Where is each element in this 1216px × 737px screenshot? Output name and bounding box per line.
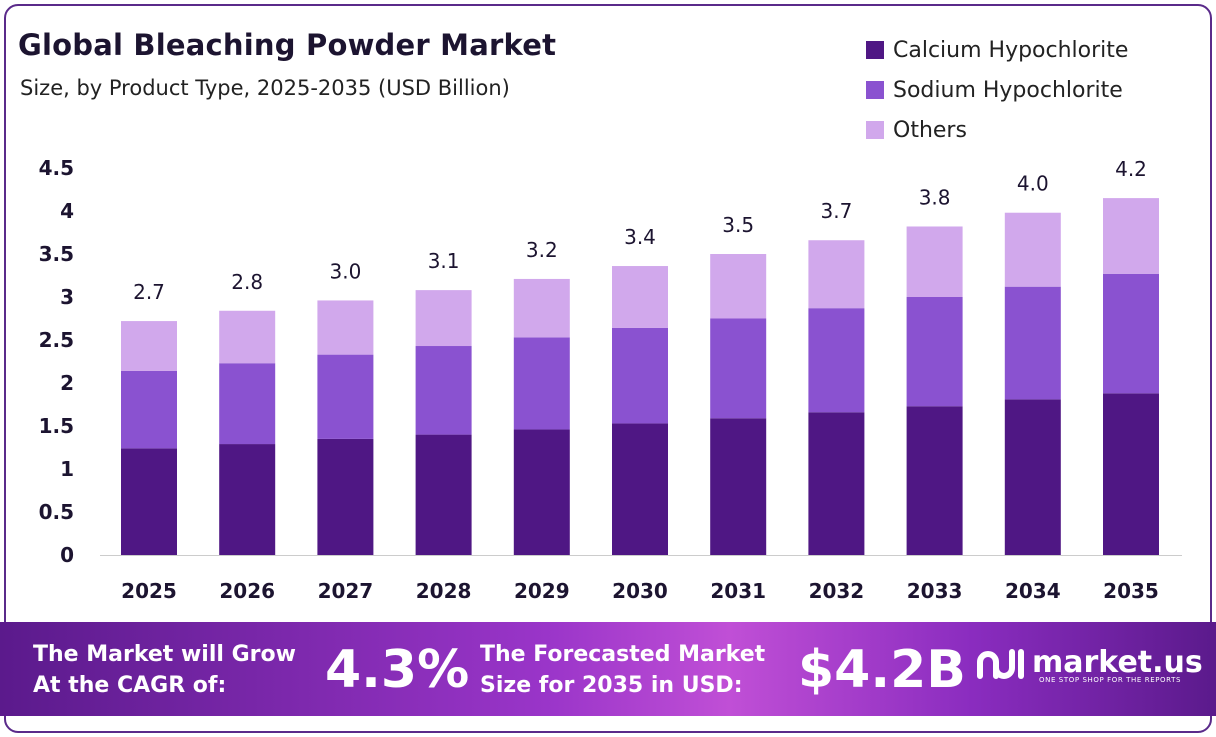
market-us-logo-icon [977,649,1024,679]
bar-segment-sodium-2025 [121,370,177,449]
legend-swatch-calcium [866,41,884,59]
bar-total-label: 2.8 [231,270,263,294]
x-tick-label: 2030 [612,579,668,603]
x-tick-label: 2034 [1005,579,1061,603]
y-tick-label: 2 [60,371,74,395]
forecast-label: The Forecasted Market Size for 2035 in U… [480,639,765,701]
bar-segment-sodium-2034 [1004,286,1061,400]
y-tick-label: 4 [60,199,74,223]
bar-segment-sodium-2033 [906,297,963,407]
cagr-label: The Market will Grow At the CAGR of: [33,639,296,701]
bar-total-label: 3.7 [820,199,852,223]
y-tick-label: 1 [60,457,74,481]
bar-segment-others-2026 [219,310,276,364]
bar-segment-others-2027 [317,300,374,355]
x-tick-label: 2031 [710,579,766,603]
y-tick-label: 4.5 [39,156,74,180]
bar-segment-calcium-2035 [1103,393,1159,555]
forecast-label-line2: Size for 2035 in USD: [480,673,743,698]
bar-segment-others-2030 [612,266,668,328]
y-tick-label: 1.5 [39,414,74,438]
bar-segment-calcium-2032 [808,412,865,555]
bar-segment-others-2028 [415,290,472,347]
legend-label-sodium: Sodium Hypochlorite [893,77,1123,103]
bar-segment-calcium-2030 [612,423,668,555]
legend-item-calcium: Calcium Hypochlorite [866,30,1128,70]
bar-segment-others-2033 [906,226,963,297]
y-tick-label: 0.5 [39,500,74,524]
x-tick-label: 2029 [514,579,570,603]
bar-total-label: 3.2 [526,238,558,262]
bar-segment-calcium-2027 [317,438,374,555]
bar-segment-sodium-2029 [513,337,570,430]
cagr-value: 4.3% [325,640,470,700]
legend: Calcium Hypochlorite Sodium Hypochlorite… [866,30,1128,150]
y-tick-label: 0 [60,543,74,567]
bar-total-label: 3.0 [329,259,361,283]
x-tick-label: 2028 [416,579,472,603]
bar-total-label: 2.7 [133,280,165,304]
legend-swatch-others [866,121,884,139]
y-tick-label: 2.5 [39,328,74,352]
y-tick-label: 3 [60,285,74,309]
bar-segment-sodium-2032 [808,308,865,413]
bar-segment-calcium-2029 [513,429,570,555]
legend-swatch-sodium [866,81,884,99]
bar-chart: 0 0.5 1 1.5 2 2.5 3 3.5 4 4.5 2.7 2025 2.8 2026 3.0 202… [39,156,1182,603]
legend-label-calcium: Calcium Hypochlorite [893,37,1129,63]
bar-segment-calcium-2031 [710,418,767,555]
bar-segment-others-2029 [513,278,570,338]
bar-segment-others-2031 [710,254,767,319]
bar-segment-calcium-2033 [906,406,963,555]
x-tick-label: 2025 [121,579,177,603]
bar-segment-others-2032 [808,240,865,309]
bar-segment-sodium-2026 [219,363,276,445]
bar-total-label: 3.4 [624,225,656,249]
bar-segment-sodium-2035 [1103,273,1159,394]
bar-segment-calcium-2026 [219,444,276,555]
market-us-logo: market.us [974,642,1203,684]
legend-item-others: Others [866,110,1128,150]
forecast-label-line1: The Forecasted Market [480,642,766,667]
chart-title: Global Bleaching Powder Market [18,28,557,62]
x-tick-label: 2032 [809,579,865,603]
x-tick-label: 2026 [219,579,275,603]
x-tick-label: 2033 [907,579,963,603]
bar-segment-calcium-2034 [1004,399,1061,555]
chart-subtitle: Size, by Product Type, 2025-2035 (USD Bi… [20,76,510,100]
logo-name: market.us [1032,645,1203,680]
bar-segment-sodium-2027 [317,354,374,439]
bar-segment-calcium-2028 [415,434,472,555]
bar-total-label: 3.5 [722,213,754,237]
forecast-value: $4.2B [798,640,966,700]
bar-segment-sodium-2030 [612,327,668,424]
cagr-label-line2: At the CAGR of: [33,673,227,698]
bar-segment-sodium-2031 [710,318,767,419]
legend-item-sodium: Sodium Hypochlorite [866,70,1128,110]
bar-segment-others-2035 [1103,198,1159,274]
bar-total-label: 3.1 [428,249,460,273]
bar-segment-others-2034 [1004,212,1061,287]
legend-label-others: Others [893,117,967,143]
x-tick-label: 2035 [1103,579,1159,603]
bar-total-label: 3.8 [919,185,951,209]
bar-total-label: 4.0 [1017,172,1049,196]
bar-segment-calcium-2025 [121,448,177,555]
y-tick-label: 3.5 [39,242,74,266]
bar-total-label: 4.2 [1115,157,1147,181]
bar-segment-sodium-2028 [415,346,472,435]
cagr-label-line1: The Market will Grow [33,642,296,667]
logo-tagline: ONE STOP SHOP FOR THE REPORTS [1039,676,1182,684]
x-tick-label: 2027 [318,579,374,603]
bar-segment-others-2025 [121,321,177,371]
